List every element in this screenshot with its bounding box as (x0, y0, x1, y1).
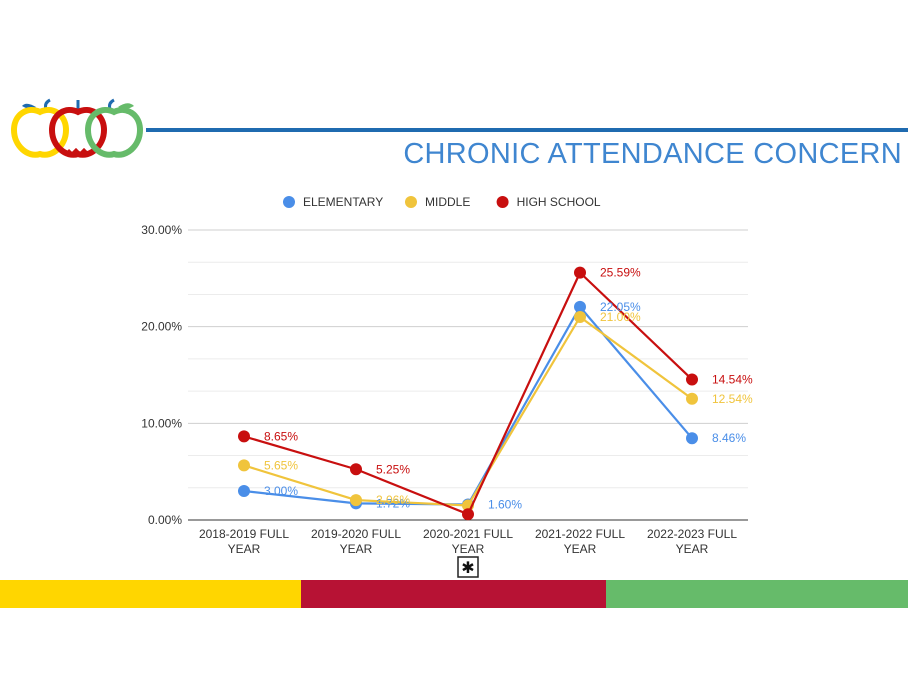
x-tick-label-line: YEAR (452, 542, 485, 556)
data-point (686, 373, 698, 386)
data-label: 8.46% (712, 431, 746, 445)
y-tick-label: 30.00% (141, 223, 182, 237)
data-point (686, 392, 698, 405)
legend-marker (496, 196, 509, 208)
x-tick-label: 2019-2020 FULL YEAR (311, 527, 401, 556)
data-label: 21.00% (600, 310, 641, 324)
y-tick-label: 0.00% (148, 513, 182, 527)
legend-label: HIGH SCHOOL (517, 195, 601, 209)
asterisk-icon: ✱ (461, 558, 474, 577)
x-tick-label: 2018-2019 FULL YEAR (199, 527, 289, 556)
bottom-bar-yellow (0, 580, 301, 608)
data-point (574, 300, 586, 313)
data-label: 22.05% (600, 300, 641, 314)
chart-grid (188, 229, 748, 521)
apple-logo-icon (10, 98, 144, 158)
data-point (574, 311, 586, 323)
data-label: 8.65% (264, 429, 298, 443)
data-point (238, 485, 250, 497)
bottom-bar-red (301, 580, 606, 608)
legend-label: ELEMENTARY (303, 195, 383, 209)
legend-marker (283, 196, 295, 208)
chart-legend: ELEMENTARY MIDDLE HIGH SCHOOL (283, 195, 601, 209)
data-point (238, 430, 250, 443)
data-labels: 3.00% 1.72% 1.60% 22.05% 8.46% 5.65% 2.06% 21.0… (264, 266, 753, 512)
data-point (686, 432, 698, 445)
data-point (574, 266, 586, 279)
x-tick-label-line: YEAR (340, 542, 373, 556)
data-label: 2.06% (376, 493, 410, 507)
x-tick-label: 2022-2023 FULL YEAR (647, 527, 737, 556)
chart-series (238, 266, 698, 521)
x-tick-label-line: YEAR (564, 542, 597, 556)
y-tick-label: 10.00% (141, 416, 182, 430)
data-point (462, 508, 474, 521)
data-point (350, 463, 362, 476)
x-tick-label-line: YEAR (676, 542, 709, 556)
data-label: 5.65% (264, 458, 298, 472)
chart-annotation: ✱ (457, 556, 479, 578)
series-line-elementary (243, 305, 693, 506)
data-label: 14.54% (712, 372, 753, 386)
data-label: 25.59% (600, 266, 641, 280)
data-label: 5.25% (376, 462, 410, 476)
legend-label: MIDDLE (425, 195, 470, 209)
y-axis: 0.00% 10.00% 20.00% 30.00% (141, 223, 182, 527)
x-tick-label-line: 2021-2022 FULL (535, 527, 625, 541)
data-point (238, 459, 250, 472)
legend-marker (405, 196, 417, 208)
data-label: 3.00% (264, 484, 298, 498)
x-tick-label-line: YEAR (228, 542, 261, 556)
bottom-color-bar (0, 580, 908, 608)
x-tick-label-line: 2022-2023 FULL (647, 527, 737, 541)
x-tick-label-line: 2018-2019 FULL (199, 527, 289, 541)
data-label: 1.72% (376, 496, 410, 510)
bottom-bar-green (606, 580, 908, 608)
data-label: 12.54% (712, 392, 753, 406)
y-tick-label: 20.00% (141, 320, 182, 334)
x-tick-label-line: 2020-2021 FULL (423, 527, 513, 541)
annotation-box (457, 556, 479, 578)
x-tick-label: 2021-2022 FULL YEAR (535, 527, 625, 556)
data-point (350, 494, 362, 507)
header-rule (146, 128, 908, 132)
data-label: 1.60% (488, 498, 522, 512)
x-tick-label-line: 2019-2020 FULL (311, 527, 401, 541)
x-tick-label: 2020-2021 FULL YEAR (423, 527, 513, 556)
series-line-middle (243, 315, 693, 507)
slide-title: CHRONIC ATTENDANCE CONCERN (403, 138, 902, 170)
